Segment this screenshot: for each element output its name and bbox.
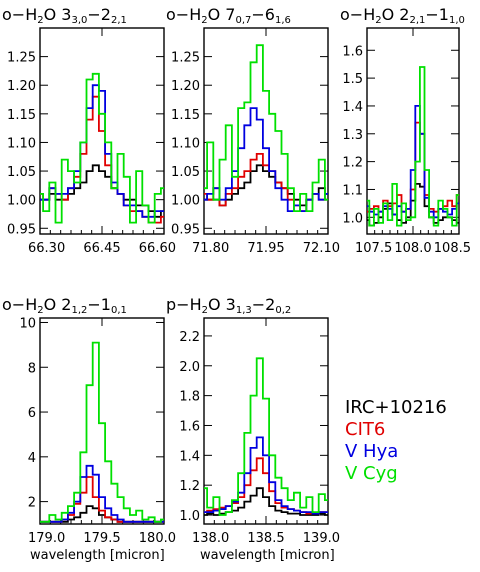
legend-item-v-hya: V Hya [345, 441, 399, 462]
legend-item-v-cyg: V Cyg [345, 463, 398, 484]
panel-5-ytick-label: 1.8 [179, 390, 200, 405]
panel-3-series-v-cyg [367, 66, 459, 227]
panel-3-ytick-label: 1.0 [342, 211, 363, 226]
panel-1-series-v-cyg [40, 72, 164, 224]
panel-2-series-cit6 [204, 153, 328, 212]
panel-5-ytick-label: 2.2 [179, 330, 200, 345]
panel-5-ytick-label: 1.6 [179, 419, 200, 434]
panel-2-frame [203, 27, 329, 235]
panel-4-xtick-label: 180.0 [139, 531, 176, 546]
panel-5-xtick-label: 139.0 [303, 531, 340, 546]
panel-3-xtick-label: 107.5 [355, 241, 392, 256]
panel-1-xtick-label: 66.45 [83, 241, 120, 256]
panel-2-ytick-label: 1.10 [171, 136, 200, 151]
panel-5-xtick-label: 138.0 [192, 531, 229, 546]
panel-3-ytick-label: 1.5 [342, 72, 363, 87]
panel-2-ytick-label: 1.15 [171, 108, 200, 123]
panel-4-ytick-label: 6 [28, 406, 36, 421]
panel-2-xtick-label: 72.10 [303, 241, 340, 256]
panel-1-title: o−H2O 33,0−22,1 [2, 5, 127, 27]
panel-5-xtick-label: 138.5 [247, 531, 284, 546]
panel-5-series-v-cyg [204, 357, 328, 516]
panel-2-xtick-label: 71.80 [192, 241, 229, 256]
panel-2-xtick-label: 71.95 [247, 241, 284, 256]
panel-1-ytick-label: 1.05 [7, 165, 36, 180]
panel-3-frame [366, 27, 460, 235]
panel-4-ytick-label: 2 [28, 496, 36, 511]
panel-4-xtick-label: 179.0 [28, 531, 65, 546]
panel-5-series-cit6 [204, 457, 328, 515]
panel-1-ytick-label: 1.25 [7, 51, 36, 66]
panel-3-xtick-label: 108.0 [394, 241, 431, 256]
panel-1-ytick-label: 0.95 [7, 222, 36, 237]
panel-4-series-v-hya [40, 464, 164, 523]
legend-item-irc10216: IRC+10216 [345, 397, 447, 418]
panel-2-ytick-label: 1.20 [171, 79, 200, 94]
panel-3-title: o−H2O 22,1−11,0 [340, 5, 465, 27]
panel-5-frame [203, 317, 329, 525]
panel-1-xtick-label: 66.30 [28, 241, 65, 256]
panel-4-title: o−H2O 21,2−10,1 [2, 295, 127, 317]
panel-5-series-irc-10216 [204, 487, 328, 516]
xaxis-label-left: wavelength [micron] [30, 548, 165, 563]
panel-3-ytick-label: 1.4 [342, 100, 363, 115]
panel-1-series-v-hya [40, 84, 164, 218]
panel-2-ytick-label: 1.00 [171, 194, 200, 209]
panel-4-xtick-label: 179.5 [83, 531, 120, 546]
panel-4-ytick-label: 8 [28, 361, 36, 376]
panel-5-ytick-label: 1.0 [179, 509, 200, 524]
panel-4-frame [39, 317, 165, 525]
panel-2-series-v-hya [204, 107, 328, 212]
panel-5-series-v-hya [204, 436, 328, 515]
panel-1-series-irc-10216 [40, 164, 164, 218]
panel-3-ytick-label: 1.6 [342, 44, 363, 59]
xaxis-label-right: wavelength [micron] [200, 548, 335, 563]
panel-5-title: p−H2O 31,3−20,2 [166, 295, 292, 317]
panel-1-series-cit6 [40, 95, 164, 224]
panel-2-ytick-label: 1.25 [171, 51, 200, 66]
panel-1-ytick-label: 1.20 [7, 79, 36, 94]
panel-3-xtick-label: 108.5 [434, 241, 471, 256]
panel-2-ytick-label: 1.05 [171, 165, 200, 180]
panel-5-ytick-label: 1.2 [179, 479, 200, 494]
panel-4-ytick-label: 10 [19, 316, 36, 331]
panel-4-ytick-label: 4 [28, 451, 36, 466]
panel-4-series-v-cyg [40, 341, 164, 523]
panel-5-ytick-label: 1.4 [179, 449, 200, 464]
panel-2-title: o−H2O 70,7−61,6 [166, 5, 291, 27]
panel-3-series-cit6 [367, 121, 459, 213]
panel-1-ytick-label: 1.15 [7, 108, 36, 123]
panel-1-xtick-label: 66.60 [139, 241, 176, 256]
legend-item-cit6: CIT6 [345, 419, 386, 440]
panel-2-ytick-label: 0.95 [171, 222, 200, 237]
panel-2-series-v-cyg [204, 44, 328, 212]
panel-3-ytick-label: 1.1 [342, 183, 363, 198]
panel-1-ytick-label: 1.10 [7, 136, 36, 151]
panel-5-ytick-label: 2.0 [179, 360, 200, 375]
panel-3-ytick-label: 1.2 [342, 156, 363, 171]
panel-1-ytick-label: 1.00 [7, 194, 36, 209]
panel-3-ytick-label: 1.3 [342, 128, 363, 143]
